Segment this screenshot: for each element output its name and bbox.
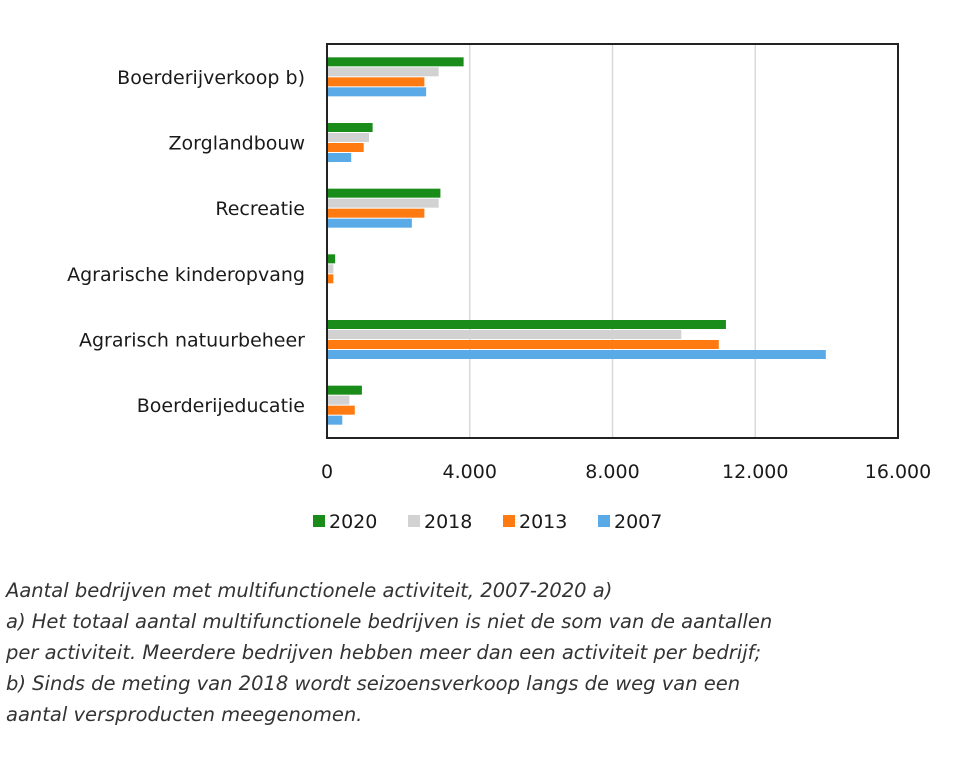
legend-label: 2013	[519, 511, 567, 533]
bar	[328, 415, 343, 425]
bar	[328, 218, 412, 228]
bar	[328, 385, 362, 395]
gridlines	[469, 44, 756, 438]
bar	[328, 340, 719, 349]
legend-label: 2018	[424, 511, 472, 533]
bar	[328, 77, 425, 87]
category-label: Zorglandbouw	[169, 133, 305, 155]
bar	[328, 254, 336, 264]
bar	[328, 133, 370, 142]
value-axis: 0 4.000 8.000 12.000 16.000	[321, 461, 931, 483]
caption-title: Aantal bedrijven met multifunctionele ac…	[6, 579, 613, 602]
x-tick-label: 0	[321, 461, 333, 483]
bar	[328, 395, 350, 405]
bars	[328, 57, 826, 425]
category-label: Agrarische kinderopvang	[67, 264, 305, 286]
bar	[328, 350, 826, 359]
caption-note-line: per activiteit. Meerdere bedrijven hebbe…	[6, 641, 762, 664]
bar	[328, 405, 355, 415]
plot-area-frame	[326, 43, 899, 439]
x-tick-label: 16.000	[865, 461, 931, 483]
category-label: Boerderijverkoop b)	[117, 67, 305, 89]
bar	[328, 274, 334, 284]
category-axis: Boerderijverkoop b) Zorglandbouw Recreatie…	[67, 67, 305, 417]
legend-label: 2007	[614, 511, 662, 533]
x-tick-label: 4.000	[443, 461, 497, 483]
caption-note-line: b) Sinds de meting van 2018 wordt seizoe…	[6, 672, 741, 695]
bar	[328, 330, 682, 339]
bar	[328, 188, 441, 198]
bar-chart: Boerderijverkoop b) Zorglandbouw Recreatie…	[67, 43, 931, 533]
bar	[328, 143, 364, 152]
category-label: Boerderijeducatie	[137, 395, 305, 417]
legend-label: 2020	[329, 511, 377, 533]
category-label: Agrarisch natuurbeheer	[79, 330, 305, 352]
figure-caption: Aantal bedrijven met multifunctionele ac…	[6, 575, 974, 730]
bar	[328, 264, 334, 274]
bar	[328, 57, 464, 67]
legend-swatch	[503, 515, 515, 527]
bar	[328, 198, 439, 208]
caption-note-line: a) Het totaal aantal multifunctionele be…	[6, 610, 773, 633]
category-label: Recreatie	[215, 198, 305, 220]
bar	[328, 67, 439, 77]
legend-swatch	[313, 515, 325, 527]
legend-swatch	[598, 515, 610, 527]
bar	[328, 320, 726, 329]
legend: 2020 2018 2013 2007	[313, 511, 662, 533]
legend-swatch	[408, 515, 420, 527]
x-tick-label: 12.000	[722, 461, 788, 483]
x-tick-label: 8.000	[585, 461, 639, 483]
bar	[328, 87, 427, 97]
bar	[328, 153, 352, 162]
bar	[328, 123, 373, 132]
caption-note-line: aantal versproducten meegenomen.	[6, 703, 363, 726]
bar	[328, 208, 425, 218]
